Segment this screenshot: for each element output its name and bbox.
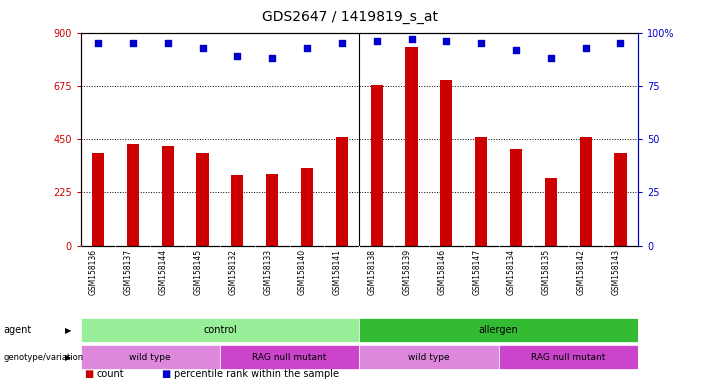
Text: ■: ■ [84,369,93,379]
Point [580,45,591,51]
Bar [498,345,638,369]
Point [266,55,278,61]
Bar [127,144,139,246]
Bar [359,345,498,369]
Text: GSM158134: GSM158134 [507,249,516,295]
Text: ■: ■ [161,369,170,379]
Text: GSM158132: GSM158132 [229,249,238,295]
Bar [336,137,348,246]
Point [336,40,348,46]
Text: GSM158146: GSM158146 [437,249,447,295]
Point [510,46,522,53]
Text: GSM158143: GSM158143 [611,249,620,295]
Text: genotype/variation: genotype/variation [4,353,83,362]
Text: GSM158142: GSM158142 [577,249,585,295]
Text: GSM158135: GSM158135 [542,249,551,295]
Bar [301,167,313,246]
Bar [580,137,592,246]
Bar [359,318,638,343]
Bar [220,345,359,369]
Text: percentile rank within the sample: percentile rank within the sample [174,369,339,379]
Bar [231,175,243,246]
Text: GSM158138: GSM158138 [368,249,376,295]
Text: wild type: wild type [408,353,450,362]
Point [197,45,208,51]
Text: allergen: allergen [479,325,519,335]
Bar [196,154,209,246]
Text: ▶: ▶ [64,326,71,335]
Point [232,53,243,59]
Point [301,45,313,51]
Bar [92,154,104,246]
Point [406,36,417,42]
Bar [266,174,278,246]
Text: GSM158133: GSM158133 [263,249,272,295]
Text: GDS2647 / 1419819_s_at: GDS2647 / 1419819_s_at [262,10,439,23]
Bar [475,137,487,246]
Point [371,38,382,44]
Text: GSM158144: GSM158144 [158,249,168,295]
Point [162,40,173,46]
Point [545,55,557,61]
Point [128,40,139,46]
Text: GSM158136: GSM158136 [89,249,98,295]
Text: GSM158141: GSM158141 [333,249,342,295]
Bar [614,154,627,246]
Bar [510,149,522,246]
Text: control: control [203,325,237,335]
Text: GSM158137: GSM158137 [124,249,133,295]
Bar [545,178,557,246]
Bar [81,318,359,343]
Text: count: count [97,369,124,379]
Text: wild type: wild type [130,353,171,362]
Point [93,40,104,46]
Bar [440,80,452,246]
Text: GSM158145: GSM158145 [193,249,203,295]
Text: RAG null mutant: RAG null mutant [252,353,327,362]
Bar [81,345,220,369]
Point [441,38,452,44]
Text: GSM158140: GSM158140 [298,249,307,295]
Bar [405,47,418,246]
Text: GSM158147: GSM158147 [472,249,481,295]
Text: RAG null mutant: RAG null mutant [531,353,606,362]
Text: GSM158139: GSM158139 [402,249,411,295]
Point [475,40,486,46]
Bar [162,146,174,246]
Point [615,40,626,46]
Bar [371,85,383,246]
Text: agent: agent [4,325,32,335]
Text: ▶: ▶ [64,353,71,362]
